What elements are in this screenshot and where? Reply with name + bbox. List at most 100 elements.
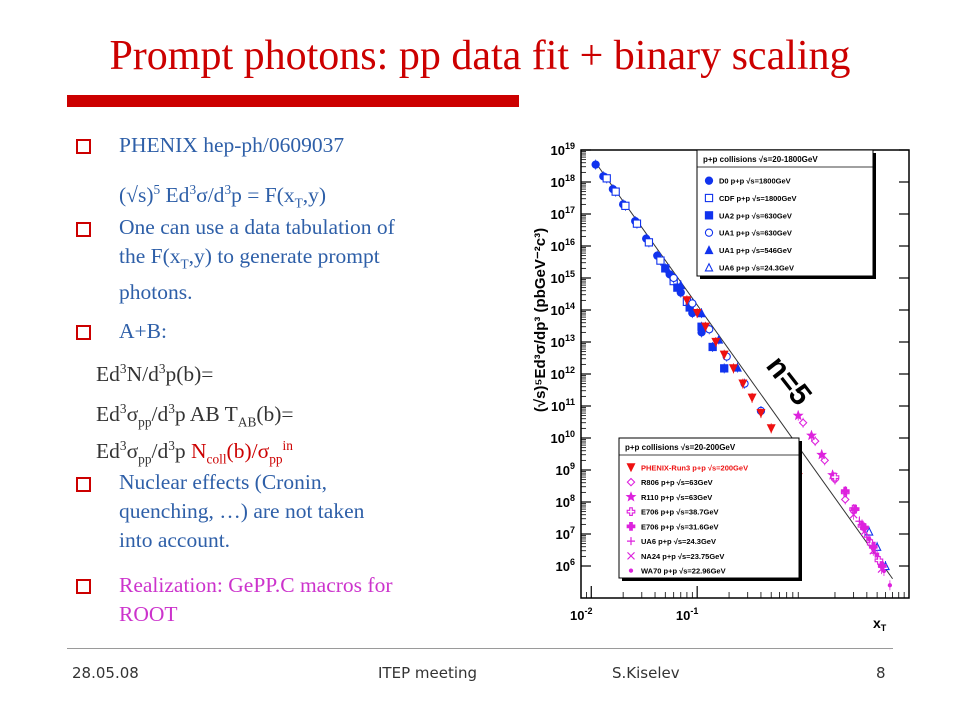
legend-entry: UA1 p+p √s=546GeV — [719, 246, 792, 255]
legend-marker — [626, 477, 636, 487]
xt-scaling-chart: 106 107 108 109 1010 1011 1012 1013 1014 1015 1016… — [519, 130, 931, 644]
y-tick-label: 1012 — [551, 365, 575, 382]
legend-marker — [626, 463, 636, 473]
data-point — [859, 522, 865, 527]
formula-scaling: (√s)5 Ed3σ/d3p = F(xT,y) — [119, 182, 327, 211]
data-point — [806, 429, 817, 441]
footer-separator — [67, 648, 893, 649]
y-tick-label: 1018 — [551, 173, 575, 190]
data-point — [688, 299, 697, 308]
footer-author: S.Kiselev — [612, 664, 680, 682]
data-point — [719, 350, 729, 360]
data-point — [728, 364, 738, 374]
legend-box — [696, 149, 874, 277]
data-point — [766, 424, 776, 434]
y-tick-label: 1015 — [551, 269, 575, 286]
y-tick-label: 1014 — [551, 301, 575, 318]
legend-box — [618, 437, 800, 579]
legend-entry: NA24 p+p √s=23.75GeV — [641, 552, 724, 561]
data-point — [830, 472, 840, 482]
data-point — [810, 436, 820, 446]
y-tick-label: 109 — [556, 461, 575, 478]
x-tick-label: 10-2 — [570, 606, 592, 623]
data-point — [850, 504, 860, 514]
bullet-nuclear-effects: Nuclear effects (Cronin, quenching, …) ar… — [119, 470, 365, 552]
bullet-a-plus-b: A+B: — [119, 319, 167, 343]
legend-entry: E706 p+p √s=38.7GeV — [641, 508, 719, 517]
legend-title: p+p collisions √s=20-200GeV — [625, 443, 736, 452]
data-point — [866, 536, 872, 542]
data-point — [656, 256, 665, 265]
slide-title: Prompt photons: pp data fit + binary sca… — [109, 33, 851, 79]
footer-page-number: 8 — [876, 664, 886, 682]
bullet-phenix-ref: PHENIX hep-ph/0609037 — [119, 133, 345, 157]
data-point — [669, 273, 678, 283]
data-point — [840, 486, 850, 496]
legend-marker — [704, 193, 714, 203]
y-tick-label: 1017 — [551, 205, 575, 222]
data-point — [591, 160, 600, 169]
data-point — [816, 448, 828, 460]
legend-entry: UA2 p+p √s=630GeV — [719, 211, 792, 220]
data-point — [747, 393, 757, 403]
legend-marker — [704, 176, 714, 185]
x-tick-label: 10-1 — [676, 606, 698, 623]
data-point — [720, 364, 729, 373]
legend-marker — [627, 551, 635, 560]
equation-line-2: Ed3σpp/d3p AB TAB(b)= — [96, 401, 294, 430]
y-tick-label: 1011 — [551, 397, 575, 414]
data-point — [881, 568, 887, 574]
data-point — [820, 455, 830, 465]
y-tick-label: 1016 — [551, 237, 575, 254]
data-point — [798, 418, 808, 428]
bullet-square-icon — [76, 139, 91, 154]
data-point — [644, 238, 654, 247]
bullet-realization: Realization: GePP.C macros for ROOT — [119, 573, 393, 626]
data-point — [887, 583, 893, 588]
bullet-tabulation: One can use a data tabulation of the F(xT… — [119, 215, 395, 305]
data-point — [756, 408, 766, 418]
footer-meeting: ITEP meeting — [378, 664, 478, 682]
data-point — [869, 546, 878, 555]
bullet-square-icon — [76, 325, 91, 340]
legend-entry: CDF p+p √s=1800GeV — [719, 194, 796, 203]
data-point — [874, 552, 880, 558]
y-tick-label: 1013 — [551, 333, 575, 350]
y-tick-label: 1019 — [551, 141, 575, 158]
data-point — [661, 264, 670, 273]
legend-marker — [626, 522, 636, 531]
footer-date: 28.05.08 — [72, 664, 139, 682]
data-point — [632, 219, 642, 228]
y-axis-label: (√s)⁵Ed³σ/dp³ (pbGeV⁻²c³) — [532, 228, 549, 412]
equation-line-1: Ed3N/d3p(b)= — [96, 361, 214, 387]
legend-entry: D0 p+p √s=1800GeV — [719, 177, 791, 186]
y-tick-label: 106 — [556, 557, 575, 574]
legend-marker — [627, 537, 635, 546]
data-point — [621, 201, 630, 210]
data-point — [692, 308, 702, 318]
data-point — [611, 187, 620, 196]
legend-entry: UA1 p+p √s=630GeV — [719, 229, 792, 238]
data-point — [697, 308, 707, 318]
legend-marker — [704, 262, 714, 272]
bullet-square-icon — [76, 579, 91, 594]
y-tick-label: 1010 — [551, 429, 575, 446]
legend-marker — [704, 245, 714, 255]
data-point — [682, 296, 692, 306]
legend-title: p+p collisions √s=20-1800GeV — [703, 155, 818, 164]
legend-entry: R110 p+p √s=63GeV — [641, 493, 712, 502]
data-point — [840, 495, 850, 504]
legend-entry: UA6 p+p √s=24.3GeV — [719, 263, 794, 272]
legend-marker — [625, 491, 637, 502]
x-axis-label: xT — [873, 615, 887, 633]
title-underline-bar — [67, 95, 519, 107]
y-tick-label: 108 — [556, 493, 575, 510]
data-point — [711, 337, 721, 347]
power-law-fit-line — [595, 162, 894, 580]
legend-entry: UA6 p+p √s=24.3GeV — [641, 537, 716, 546]
data-point — [676, 280, 686, 290]
data-point — [708, 342, 717, 352]
data-point — [602, 174, 611, 183]
y-tick-label: 107 — [556, 525, 575, 542]
legend-marker — [704, 211, 714, 220]
